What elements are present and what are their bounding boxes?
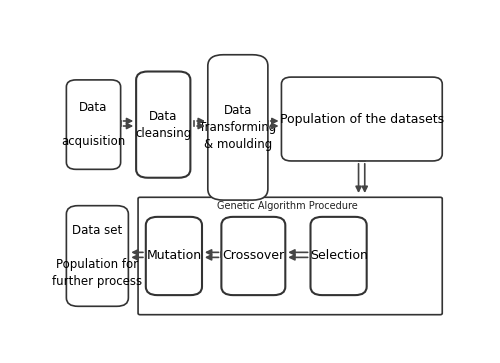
FancyBboxPatch shape (222, 217, 286, 295)
FancyBboxPatch shape (208, 55, 268, 200)
Text: Mutation: Mutation (146, 249, 202, 262)
FancyBboxPatch shape (138, 197, 442, 315)
Text: Genetic Algorithm Procedure: Genetic Algorithm Procedure (217, 201, 358, 212)
Text: Data
cleansing: Data cleansing (135, 110, 192, 140)
FancyBboxPatch shape (66, 206, 128, 306)
FancyBboxPatch shape (136, 72, 190, 178)
FancyBboxPatch shape (66, 80, 120, 169)
FancyBboxPatch shape (310, 217, 366, 295)
FancyBboxPatch shape (282, 77, 442, 161)
FancyBboxPatch shape (146, 217, 202, 295)
Text: Selection: Selection (310, 249, 368, 262)
Text: Data set

Population for
further process: Data set Population for further process (52, 224, 142, 288)
Text: Data

acquisition: Data acquisition (62, 101, 126, 148)
Text: Data
Transforming
& moulding: Data Transforming & moulding (199, 104, 276, 151)
Text: Crossover: Crossover (222, 249, 284, 262)
Text: Population of the datasets: Population of the datasets (280, 113, 444, 126)
